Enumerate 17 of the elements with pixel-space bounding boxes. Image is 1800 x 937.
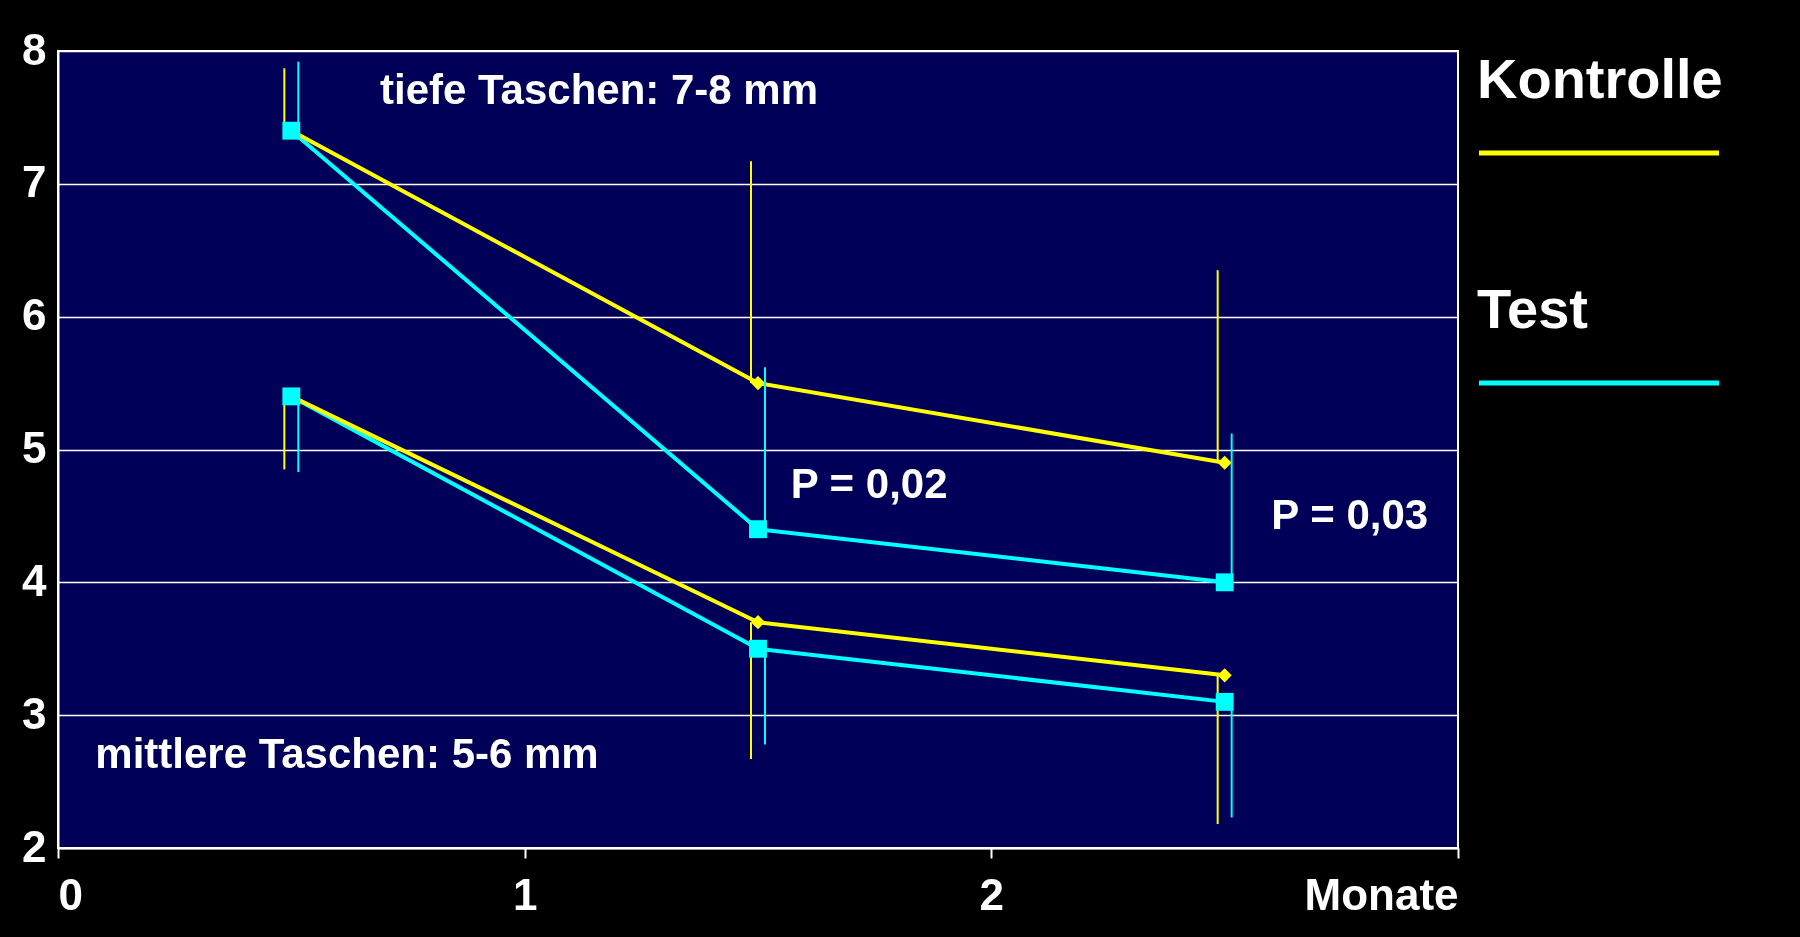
- annotation: P = 0,03: [1271, 490, 1429, 538]
- text: Test: [1477, 277, 1588, 340]
- annotation: tiefe Taschen: 7-8 mm: [380, 65, 819, 113]
- y-tick-label: 5: [22, 423, 47, 472]
- x-tick-label: 0: [58, 869, 83, 919]
- y-tick-label: 2: [22, 821, 47, 871]
- text: Kontrolle: [1477, 47, 1723, 110]
- annotation: mittlere Taschen: 5-6 mm: [95, 730, 599, 778]
- y-tick-label: 4: [22, 555, 48, 605]
- x-tick-label: Monate: [1304, 869, 1459, 919]
- y-tick-label: 6: [22, 290, 47, 340]
- y-tick-label: 3: [22, 688, 47, 738]
- x-tick-label: 2: [979, 869, 1005, 919]
- annotation: P = 0,02: [790, 460, 948, 508]
- y-tick-label: 8: [22, 24, 47, 74]
- y-tick-label: 7: [22, 157, 47, 207]
- x-tick-label: 1: [512, 869, 538, 919]
